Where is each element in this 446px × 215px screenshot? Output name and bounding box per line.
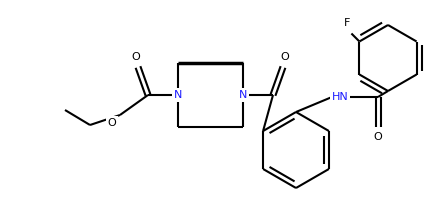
- Text: N: N: [239, 90, 247, 100]
- Text: O: O: [374, 132, 382, 142]
- Text: O: O: [107, 118, 116, 128]
- Text: O: O: [132, 52, 140, 62]
- Text: O: O: [281, 52, 289, 62]
- Text: F: F: [344, 18, 351, 29]
- Text: N: N: [174, 90, 182, 100]
- Text: HN: HN: [332, 92, 348, 102]
